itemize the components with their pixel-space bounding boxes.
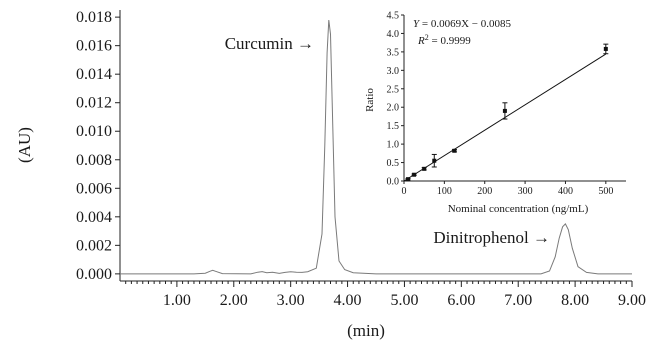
inset-y-tick-label: 2.5 xyxy=(387,84,400,95)
inset-r2-sup: 2 xyxy=(425,33,429,42)
inset-x-tick-label: 0 xyxy=(402,186,407,197)
inset-y-tick-label: 0.5 xyxy=(387,158,400,169)
main-y-tick-label: 0.006 xyxy=(76,180,112,197)
main-y-tick-label: 0.012 xyxy=(76,95,112,112)
inset-data-point xyxy=(432,158,437,163)
main-x-tick-label: 7.00 xyxy=(504,292,532,309)
inset-y-tick-label: 2.0 xyxy=(387,103,400,114)
inset-data-point xyxy=(603,46,608,51)
chromatogram-trace xyxy=(120,19,632,275)
main-x-tick-label: 6.00 xyxy=(447,292,475,309)
inset-y-axis-title: Ratio xyxy=(364,88,376,112)
inset-data-point xyxy=(452,148,457,153)
inset-data-point xyxy=(422,166,427,171)
inset-y-tick-label: 3.0 xyxy=(387,66,400,77)
inset-y-tick-label: 0.0 xyxy=(387,177,400,188)
inset-equation-var: Y xyxy=(413,18,421,30)
inset-y-tick-label: 3.5 xyxy=(387,47,400,58)
main-y-tick-label: 0.004 xyxy=(76,209,112,226)
inset-equation: Y = 0.0069X − 0.0085 xyxy=(413,18,511,30)
peak-annotation: Curcumin → xyxy=(225,34,314,53)
inset-y-tick-label: 1.5 xyxy=(387,121,400,132)
main-x-tick-label: 4.00 xyxy=(334,292,362,309)
inset-data-point xyxy=(502,108,507,113)
inset-x-tick-label: 200 xyxy=(477,186,492,197)
inset-data-point xyxy=(412,172,417,177)
inset-x-axis-title: Nominal concentration (ng/mL) xyxy=(448,203,589,215)
inset-data-point xyxy=(406,177,411,182)
main-y-tick-label: 0.000 xyxy=(76,266,112,283)
main-x-tick-label: 5.00 xyxy=(390,292,418,309)
main-y-tick-label: 0.016 xyxy=(76,38,112,55)
main-x-tick-label: 2.00 xyxy=(220,292,248,309)
inset-x-tick-label: 400 xyxy=(558,186,573,197)
main-x-tick-label: 3.00 xyxy=(277,292,305,309)
main-y-axis-title: (AU) xyxy=(15,127,34,163)
main-x-tick-label: 1.00 xyxy=(163,292,191,309)
inset-equation-body: = 0.0069X − 0.0085 xyxy=(419,18,511,30)
main-x-tick-label: 9.00 xyxy=(618,292,646,309)
inset-y-tick-label: 4.0 xyxy=(387,29,400,40)
main-x-axis-title: (min) xyxy=(347,321,385,340)
inset-x-tick-label: 100 xyxy=(437,186,452,197)
inset-x-tick-label: 500 xyxy=(598,186,613,197)
main-y-tick-label: 0.014 xyxy=(76,66,112,83)
main-y-tick-label: 0.018 xyxy=(76,9,112,26)
inset-y-tick-label: 1.0 xyxy=(387,140,400,151)
main-y-tick-label: 0.002 xyxy=(76,237,112,254)
inset-x-tick-label: 300 xyxy=(518,186,533,197)
inset-y-tick-label: 4.5 xyxy=(387,11,400,22)
peak-annotation: Dinitrophenol → xyxy=(433,228,550,247)
main-y-tick-label: 0.008 xyxy=(76,152,112,169)
inset-r2-var: R xyxy=(417,35,425,47)
main-y-tick-label: 0.010 xyxy=(76,123,112,140)
inset-r-squared: R2 = 0.9999 xyxy=(417,33,471,48)
inset-r2-value: = 0.9999 xyxy=(429,35,471,47)
main-x-tick-label: 8.00 xyxy=(561,292,589,309)
